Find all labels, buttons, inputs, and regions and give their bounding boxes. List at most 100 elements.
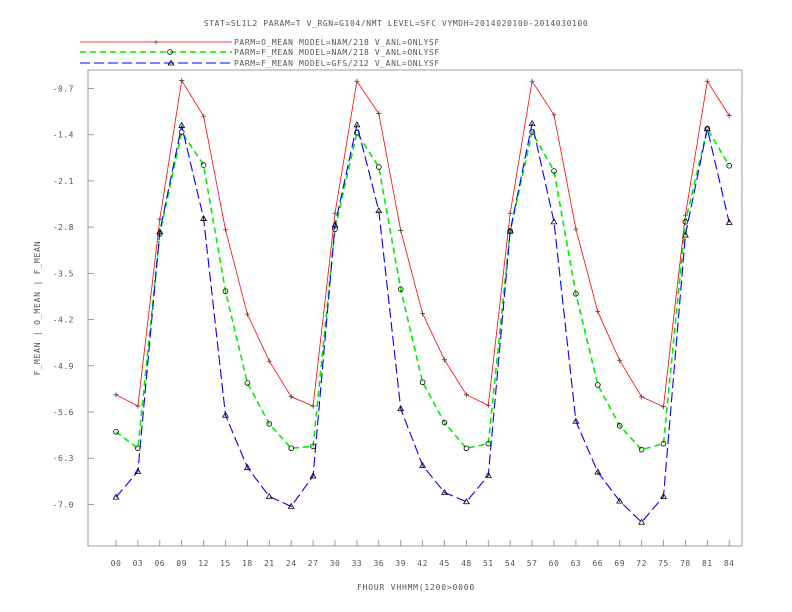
y-tick-label: -3.5 [53,269,74,278]
data-point-circle [288,445,295,452]
y-tick-label: -4.2 [53,316,74,325]
data-point-triangle [506,227,514,234]
legend-label-f-mean-gfs: PARM=F_MEAN MODEL=GFS/212 V_ANL=ONLYSF [234,59,440,68]
data-point-plus [485,402,491,408]
data-point-circle [178,129,185,135]
x-tick-label: 45 [439,559,450,568]
data-point-circle [660,440,667,447]
data-point-triangle [572,417,580,424]
y-tick-label: -5.6 [53,408,74,417]
legend-marker-circle [167,49,173,55]
data-point-circle [616,423,623,429]
x-tick-label: 36 [373,559,384,568]
data-point-circle [419,379,426,386]
data-point-plus [463,392,469,398]
data-point-triangle [638,518,646,525]
series-2 [113,125,732,453]
data-point-plus [113,392,119,398]
data-point-plus [507,210,513,216]
x-tick-label: 84 [724,559,735,568]
x-tick-label: 57 [527,559,538,568]
y-axis-title: F_MEAN | O_MEAN | F_MEAN [33,241,42,376]
data-point-triangle [397,405,405,412]
series-layer [112,78,733,525]
x-tick-label: 69 [614,559,625,568]
data-point-plus [442,357,447,363]
data-point-circle [113,428,119,435]
x-tick-label: 12 [198,559,209,568]
x-tick-label: 51 [483,559,494,568]
data-point-circle [594,382,601,388]
data-point-triangle [178,121,186,128]
data-point-plus [179,78,185,84]
data-point-triangle [616,497,624,504]
data-point-triangle [222,411,229,418]
data-point-plus [223,227,228,233]
data-point-plus [157,216,163,222]
x-tick-label: 48 [461,559,472,568]
data-point-plus [573,226,579,232]
data-point-plus [595,309,601,315]
plot-frame [87,69,743,547]
data-point-plus [332,210,338,216]
data-point-triangle [484,471,492,478]
series-line [115,126,730,451]
x-tick-label: 60 [549,559,560,568]
data-point-triangle [660,492,667,499]
y-tick-label: -7.0 [53,500,74,509]
data-point-triangle [681,231,689,238]
legend: + PARM=O_MEAN MODEL=NAM/218 V_ANL=ONLYSF… [80,38,440,68]
data-point-triangle [725,218,733,225]
data-point-plus [376,111,382,117]
x-axis: 00 03 06 09 12 15 18 21 24 27 30 33 36 39 42 45 48 51 54 57… [111,540,735,568]
data-point-circle [573,291,579,297]
data-point-triangle [441,488,448,495]
legend-entry-o-mean-nam: + PARM=O_MEAN MODEL=NAM/218 V_ANL=ONLYSF [80,38,440,48]
data-point-triangle [309,472,317,479]
x-tick-label: 66 [592,559,603,568]
x-tick-label: 21 [264,559,275,568]
data-point-plus [551,112,557,118]
data-point-plus [201,113,207,119]
data-point-triangle [287,502,295,509]
data-point-circle [244,380,251,386]
data-point-circle [397,286,404,292]
series-line [115,123,730,524]
data-point-plus [398,227,404,233]
legend-label-f-mean-nam: PARM=F_MEAN MODEL=NAM/218 V_ANL=ONLYSF [234,48,440,57]
x-tick-label: 27 [308,559,319,568]
x-tick-label: 75 [658,559,669,568]
chart-title: STAT=SL1L2 PARAM=T V_RGN=G104/NMT LEVEL=… [204,19,589,28]
data-point-triangle [243,463,251,470]
x-tick-label: 33 [352,559,363,568]
y-tick-label: -4.9 [53,362,74,371]
legend-entry-f-mean-gfs: PARM=F_MEAN MODEL=GFS/212 V_ANL=ONLYSF [80,59,440,68]
x-tick-label: 63 [571,559,582,568]
data-point-plus [420,311,426,317]
y-tick-label: -0.7 [53,84,74,93]
data-point-triangle [419,461,427,468]
data-point-plus [288,394,294,400]
data-point-triangle [353,121,361,128]
data-point-triangle [112,493,120,500]
data-point-circle [222,288,229,294]
data-point-triangle [703,125,711,132]
x-tick-label: 03 [133,559,144,568]
data-point-plus [244,311,250,317]
data-point-plus [661,404,666,410]
y-tick-label: -2.8 [53,223,74,232]
x-tick-label: 00 [111,559,122,568]
data-point-circle [638,446,645,453]
data-point-plus [310,403,316,409]
data-point-triangle [375,207,383,214]
series-1 [113,78,732,410]
x-tick-label: 78 [680,559,691,568]
data-point-triangle [156,228,164,235]
data-point-circle [441,419,448,426]
data-point-triangle [265,492,273,499]
x-tick-label: 81 [702,559,713,568]
x-tick-label: 15 [220,559,231,568]
legend-label-o-mean-nam: PARM=O_MEAN MODEL=NAM/218 V_ANL=ONLYSF [234,38,440,47]
data-point-plus [639,394,645,400]
